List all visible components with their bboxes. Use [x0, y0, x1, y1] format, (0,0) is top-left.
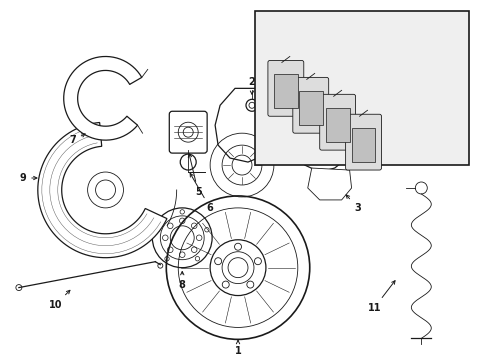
Bar [325, 108, 349, 142]
Polygon shape [304, 118, 354, 172]
Text: 10: 10 [49, 290, 70, 310]
Bar [273, 75, 297, 108]
FancyBboxPatch shape [292, 77, 328, 133]
Text: 9: 9 [20, 173, 37, 183]
Text: 6: 6 [190, 174, 213, 213]
Text: 4: 4 [442, 125, 462, 135]
Text: 11: 11 [367, 281, 394, 312]
Bar [298, 91, 322, 125]
Text: 7: 7 [69, 134, 85, 145]
Polygon shape [215, 88, 279, 162]
Text: 1: 1 [234, 340, 241, 356]
Polygon shape [38, 122, 166, 258]
FancyBboxPatch shape [267, 60, 303, 116]
FancyBboxPatch shape [319, 94, 355, 150]
Text: 5: 5 [188, 154, 201, 197]
FancyBboxPatch shape [345, 114, 381, 170]
Polygon shape [307, 168, 351, 200]
Bar [351, 128, 375, 162]
Text: 8: 8 [179, 271, 185, 289]
Bar [254, 11, 468, 165]
Text: 3: 3 [346, 195, 360, 213]
FancyBboxPatch shape [169, 111, 207, 153]
Text: 2: 2 [248, 77, 255, 94]
Polygon shape [63, 57, 142, 140]
